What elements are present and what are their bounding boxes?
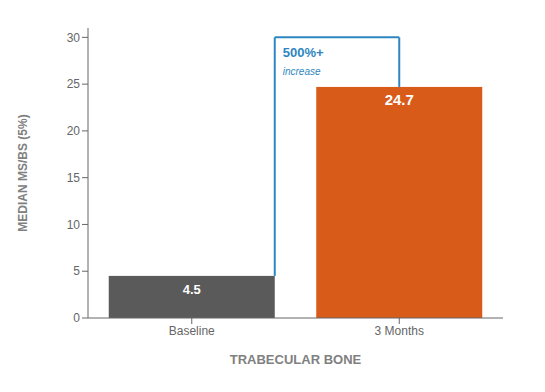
svg-text:500%+: 500%+ [283,45,324,60]
svg-text:TRABECULAR BONE: TRABECULAR BONE [230,352,362,367]
svg-text:4.5: 4.5 [183,282,201,297]
svg-text:MEDIAN MS/BS (5%): MEDIAN MS/BS (5%) [16,114,30,231]
svg-text:15: 15 [67,171,81,185]
svg-text:10: 10 [67,218,81,232]
svg-text:24.7: 24.7 [385,91,414,108]
svg-text:5: 5 [73,264,80,278]
svg-text:30: 30 [67,31,81,45]
svg-text:25: 25 [67,77,81,91]
svg-text:0: 0 [73,311,80,325]
svg-text:20: 20 [67,124,81,138]
svg-text:3 Months: 3 Months [375,324,424,338]
svg-text:Baseline: Baseline [169,324,215,338]
svg-text:increase: increase [283,66,321,77]
